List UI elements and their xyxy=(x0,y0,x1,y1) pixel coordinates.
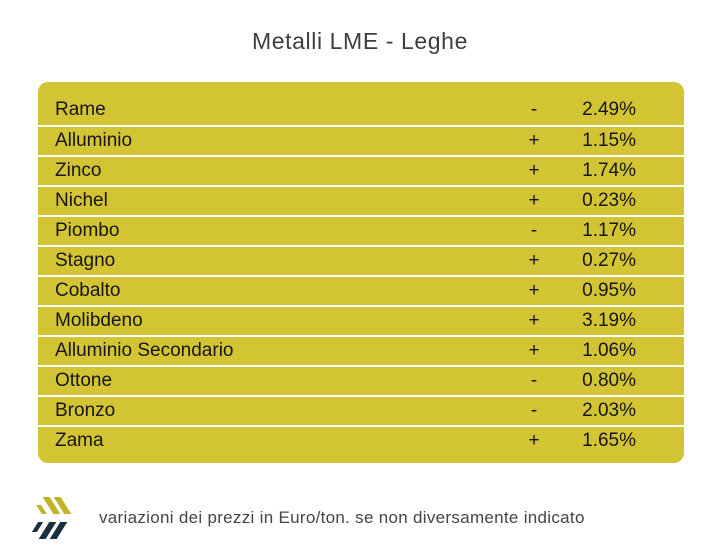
table-row: Nichel + 0.23% xyxy=(38,185,684,215)
metal-name: Alluminio Secondario xyxy=(55,340,234,361)
metal-name: Alluminio xyxy=(55,130,133,151)
double-chevron-right-icon xyxy=(31,497,77,539)
change-value: 0.95% xyxy=(582,280,636,301)
change-sign: - xyxy=(530,220,538,241)
change-value: 1.17% xyxy=(582,220,636,241)
change-sign: + xyxy=(528,160,540,181)
table-row: Zama + 1.65% xyxy=(38,425,684,455)
change-sign: + xyxy=(528,430,540,451)
change-value: 0.23% xyxy=(582,190,636,211)
change-sign: + xyxy=(528,130,540,151)
change-sign: - xyxy=(530,370,538,391)
change-value: 2.49% xyxy=(582,99,636,120)
table-row: Zinco + 1.74% xyxy=(38,155,684,185)
table-row: Cobalto + 0.95% xyxy=(38,275,684,305)
change-value: 1.06% xyxy=(582,340,636,361)
chevron-top-strokes xyxy=(35,497,77,514)
footer-note: variazioni dei prezzi in Euro/ton. se no… xyxy=(99,508,585,527)
table-row: Stagno + 0.27% xyxy=(38,245,684,275)
change-value: 1.74% xyxy=(582,160,636,181)
change-value: 3.19% xyxy=(582,310,636,331)
change-sign: + xyxy=(528,250,540,271)
metal-name: Bronzo xyxy=(55,400,116,421)
metal-name: Cobalto xyxy=(55,280,121,301)
footer: variazioni dei prezzi in Euro/ton. se no… xyxy=(31,497,585,539)
table-row: Bronzo - 2.03% xyxy=(38,395,684,425)
page-title: Metalli LME - Leghe xyxy=(252,28,468,54)
metal-name: Stagno xyxy=(55,250,116,271)
change-sign: - xyxy=(530,99,538,120)
change-sign: - xyxy=(530,400,538,421)
change-sign: + xyxy=(528,310,540,331)
metal-name: Rame xyxy=(55,99,106,120)
chevron-bottom-strokes xyxy=(31,522,77,539)
metals-table: Rame - 2.49% Alluminio + 1.15% Zinco + 1… xyxy=(38,82,684,463)
table-row: Rame - 2.49% xyxy=(38,95,684,125)
metal-name: Piombo xyxy=(55,220,120,241)
metal-name: Zama xyxy=(55,430,104,451)
table-row: Alluminio Secondario + 1.06% xyxy=(38,335,684,365)
change-sign: + xyxy=(528,190,540,211)
change-value: 2.03% xyxy=(582,400,636,421)
change-value: 0.27% xyxy=(582,250,636,271)
metal-name: Molibdeno xyxy=(55,310,143,331)
table-row: Alluminio + 1.15% xyxy=(38,125,684,155)
metal-name: Ottone xyxy=(55,370,113,391)
metal-name: Zinco xyxy=(55,160,102,181)
change-value: 0.80% xyxy=(582,370,636,391)
change-sign: + xyxy=(528,340,540,361)
table-row: Molibdeno + 3.19% xyxy=(38,305,684,335)
change-sign: + xyxy=(528,280,540,301)
change-value: 1.15% xyxy=(582,130,636,151)
table-row: Ottone - 0.80% xyxy=(38,365,684,395)
metal-name: Nichel xyxy=(55,190,108,211)
change-value: 1.65% xyxy=(582,430,636,451)
table-row: Piombo - 1.17% xyxy=(38,215,684,245)
